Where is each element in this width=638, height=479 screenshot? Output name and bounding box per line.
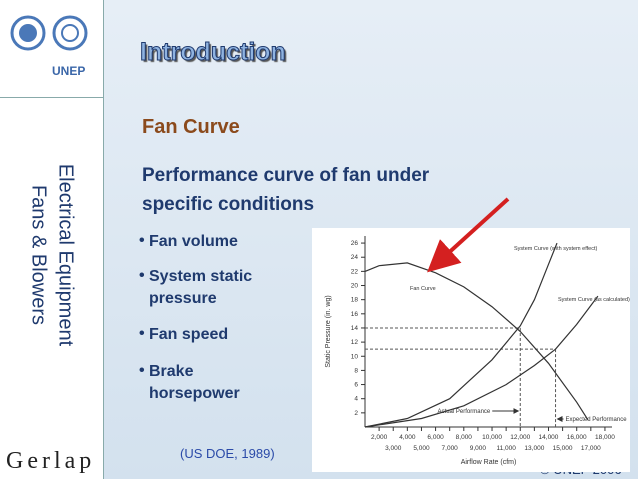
subtitle: Fan Curve <box>142 116 240 138</box>
bullet: Brake <box>149 363 194 380</box>
un-logos <box>10 15 88 51</box>
x-tick-label: 16,000 <box>567 434 587 441</box>
y-tick-label: 4 <box>354 396 358 403</box>
un-emblem <box>19 24 37 42</box>
source: (US DOE, 1989) <box>180 446 275 461</box>
y-tick-label: 18 <box>351 297 359 304</box>
x-tick-label: 13,000 <box>524 445 544 452</box>
x-tick-label: 4,000 <box>399 434 416 441</box>
bullet-dot: • <box>139 267 145 284</box>
bullet: Fan volume <box>149 233 238 250</box>
bullet-dot: • <box>139 232 145 249</box>
bullet: horsepower <box>149 385 240 402</box>
bullet: System static <box>149 268 253 285</box>
curve-label: Fan Curve <box>410 286 436 292</box>
bullet-dot: • <box>139 325 145 342</box>
y-tick-label: 22 <box>351 268 359 275</box>
x-tick-label: 9,000 <box>470 445 487 452</box>
curve-label: System Curve (as calculated) <box>558 297 630 303</box>
logo-text: UNEP <box>52 64 86 78</box>
x-tick-label: 14,000 <box>539 434 559 441</box>
logo-box <box>0 0 103 98</box>
heading: specific conditions <box>142 194 315 215</box>
y-tick-label: 24 <box>351 254 359 261</box>
sidebar <box>0 0 104 479</box>
bullet-dot: • <box>139 362 145 379</box>
x-tick-label: 8,000 <box>456 434 473 441</box>
bullet: pressure <box>149 290 217 307</box>
x-tick-label: 11,000 <box>496 445 516 452</box>
sidebar-line2: Fans & Blowers <box>27 184 50 326</box>
x-tick-label: 10,000 <box>482 434 502 441</box>
x-tick-label: 2,000 <box>371 434 388 441</box>
unep-emblem <box>61 24 79 42</box>
x-tick-label: 18,000 <box>595 434 615 441</box>
x-tick-label: 15,000 <box>553 445 573 452</box>
y-tick-label: 2 <box>354 410 358 417</box>
x-tick-label: 5,000 <box>413 445 430 452</box>
y-tick-label: 12 <box>351 339 359 346</box>
y-tick-label: 8 <box>354 367 358 374</box>
heading: Performance curve of fan under <box>142 165 430 186</box>
x-tick-label: 6,000 <box>427 434 444 441</box>
x-tick-label: 17,000 <box>581 445 601 452</box>
curve <box>364 242 558 428</box>
y-tick-label: 14 <box>351 325 359 332</box>
curve-label: System Curve (with system effect) <box>514 246 598 252</box>
y-tick-label: 26 <box>351 240 359 247</box>
annotation: Actual Performance <box>438 409 491 415</box>
x-tick-label: 7,000 <box>442 445 459 452</box>
unep-emblem <box>52 15 88 51</box>
curve <box>364 262 589 421</box>
bottom-logo: Gerlap <box>6 448 96 474</box>
x-tick-label: 12,000 <box>510 434 530 441</box>
y-tick-label: 6 <box>354 382 358 389</box>
bullet: Fan speed <box>149 326 229 343</box>
x-tick-label: 3,000 <box>385 445 402 452</box>
x-axis-label: Airflow Rate (cfm) <box>461 459 517 466</box>
y-tick-label: 10 <box>351 353 359 360</box>
sidebar-line1: Electrical Equipment <box>54 163 77 347</box>
y-tick-label: 16 <box>351 311 359 318</box>
chart: 24681012141618202224262,0003,0004,0005,0… <box>312 228 630 472</box>
annotation: Expected Performance <box>566 417 628 423</box>
y-tick-label: 20 <box>351 283 359 290</box>
curve <box>364 295 599 428</box>
slide-title: Introduction <box>140 38 287 67</box>
un-emblem <box>10 15 46 51</box>
y-axis-label: Static Pressure (in. wg) <box>325 295 332 367</box>
